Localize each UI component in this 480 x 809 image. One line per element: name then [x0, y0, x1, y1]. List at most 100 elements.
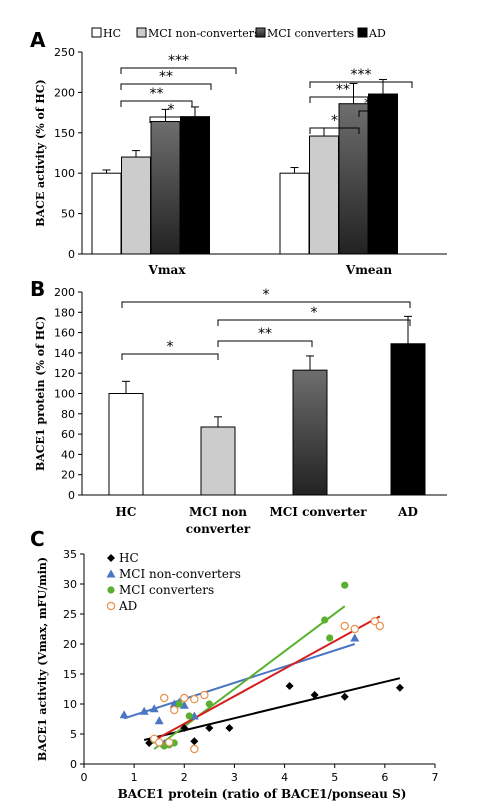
significance-bracket	[309, 81, 413, 88]
legend-marker	[106, 569, 116, 578]
legend-label: MCI non-converters	[148, 27, 260, 40]
y-tick-label: 30	[63, 578, 77, 591]
legend-label: MCI converters	[119, 583, 214, 597]
data-point	[170, 705, 179, 715]
data-point	[149, 704, 159, 713]
y-tick-label: 200	[54, 286, 75, 299]
y-tick-label: 10	[63, 698, 77, 711]
x-tick-label: 3	[231, 771, 238, 784]
trend-line	[123, 643, 356, 720]
y-tick-label: 100	[54, 388, 75, 401]
significance-label: *	[263, 287, 270, 303]
data-point	[180, 693, 189, 703]
y-tick-label: 20	[63, 638, 77, 651]
x-tick-label: 7	[432, 771, 439, 784]
significance-label: **	[336, 82, 350, 98]
y-axis-label: BACE1 protein (% of HC)	[34, 316, 47, 471]
significance-label: **	[258, 326, 272, 342]
bar	[121, 156, 151, 255]
data-point	[340, 621, 349, 631]
significance-label: ***	[168, 53, 189, 69]
bar	[390, 343, 426, 496]
legend-label: AD	[368, 27, 386, 40]
legend-label: MCI non-converters	[119, 567, 241, 581]
bar	[279, 172, 310, 255]
significance-label: **	[150, 86, 164, 102]
data-point	[160, 693, 169, 703]
y-tick-label: 15	[63, 668, 77, 681]
data-point	[190, 695, 199, 704]
significance-label: *	[168, 102, 175, 118]
data-point	[139, 706, 149, 715]
data-point	[340, 692, 349, 701]
legend-label: HC	[103, 27, 121, 40]
y-tick-label: 180	[54, 306, 75, 319]
bar	[91, 172, 122, 255]
x-tick-label: 1	[131, 771, 138, 784]
data-point	[154, 716, 164, 725]
significance-bracket	[309, 127, 360, 134]
x-category-label: MCI non converter	[186, 505, 251, 536]
x-category-label: Vmean	[345, 263, 392, 277]
bar	[309, 135, 339, 255]
data-point	[119, 710, 129, 719]
data-point	[350, 624, 359, 634]
y-tick-label: 50	[61, 208, 75, 221]
significance-label: *	[311, 305, 318, 321]
significance-label: *	[331, 113, 338, 129]
data-point	[175, 700, 183, 708]
x-tick-label: 0	[81, 771, 88, 784]
y-tick-label: 5	[70, 728, 77, 741]
y-tick-label: 150	[54, 127, 75, 140]
legend-marker	[107, 554, 115, 562]
bar	[150, 120, 181, 255]
significance-bracket	[217, 340, 313, 347]
panel-letter-c: C	[30, 527, 45, 551]
legend-swatch	[357, 27, 368, 38]
legend-label: AD	[118, 599, 137, 613]
x-tick-label: 2	[181, 771, 188, 784]
significance-label: *	[167, 339, 174, 355]
x-category-label: MCI converter	[269, 505, 367, 519]
data-point	[395, 683, 404, 692]
y-tick-label: 200	[54, 86, 75, 99]
significance-bracket	[120, 67, 237, 74]
y-axis-label: BACE activity (% of HC)	[34, 79, 47, 227]
significance-bracket	[358, 110, 377, 117]
data-point	[326, 634, 334, 642]
legend-label: MCI converters	[267, 27, 355, 40]
bar	[200, 426, 236, 496]
y-axis-label: BACE1 activity (Vmax, mFU/min)	[36, 557, 49, 761]
significance-label: ***	[351, 67, 372, 83]
x-axis-label: BACE1 protein (ratio of BACE1/ponseau S)	[118, 787, 407, 801]
y-tick-label: 20	[61, 469, 75, 482]
y-tick-label: 80	[61, 408, 75, 421]
trend-line	[153, 605, 346, 750]
y-tick-label: 120	[54, 367, 75, 380]
panel-c-chart: 0 5 10 15 20 25 30 35 0 1 2 3 4 5 6 7 BACE1 protein (rat…	[36, 548, 439, 801]
data-point	[180, 724, 189, 732]
x-tick-label: 6	[381, 771, 388, 784]
bar	[338, 103, 369, 255]
significance-bracket	[121, 301, 411, 308]
significance-bracket	[121, 353, 219, 360]
panel-b-chart: 0 20 40 60 80 100 120 140 160 180 200 BACE1 protein…	[34, 286, 447, 536]
bar	[108, 393, 144, 496]
y-tick-label: 0	[68, 248, 75, 261]
significance-bracket	[120, 100, 193, 107]
y-tick-label: 250	[54, 46, 75, 59]
y-tick-label: 100	[54, 167, 75, 180]
trend-line	[143, 677, 401, 741]
x-category-label: Vmax	[148, 263, 187, 277]
y-tick-label: 0	[70, 758, 77, 771]
significance-bracket	[217, 319, 411, 326]
panel-a-chart: 0 50 100 150 200 250 BACE activity (% of HC) Vm…	[34, 27, 447, 277]
legend-label: HC	[119, 551, 139, 565]
data-point	[341, 581, 349, 589]
bar	[368, 93, 398, 255]
bar	[292, 369, 328, 496]
legend-marker	[107, 586, 115, 594]
data-point	[310, 691, 319, 699]
x-tick-label: 4	[281, 771, 288, 784]
